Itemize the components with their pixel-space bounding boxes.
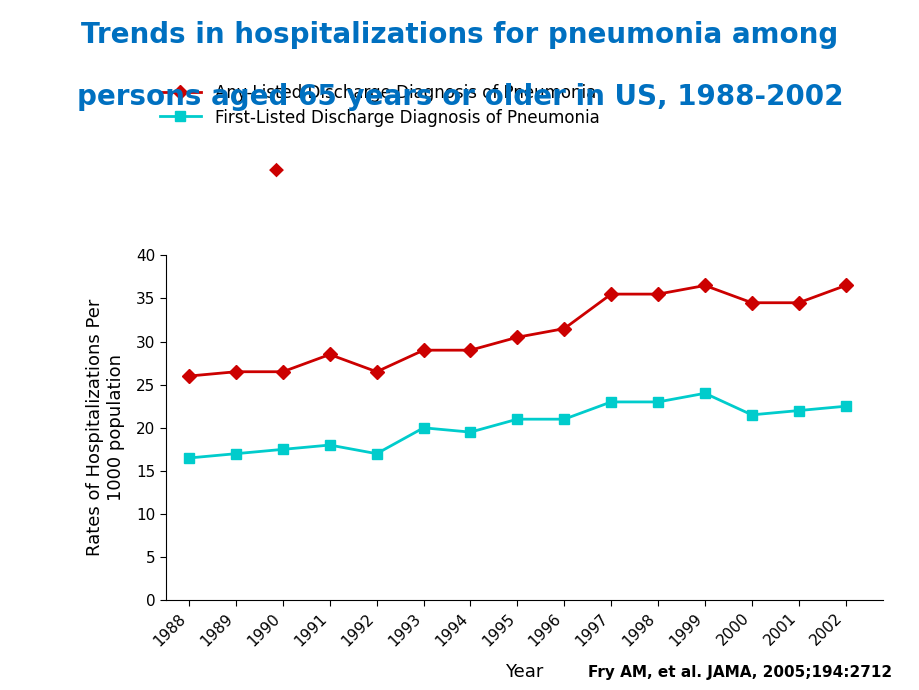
- Any-Listed Discharge Diagnosis of Pneumonia: [698, 282, 709, 290]
- Any-Listed Discharge Diagnosis of Pneumonia: [745, 299, 756, 307]
- Any-Listed Discharge Diagnosis of Pneumonia: [370, 368, 381, 376]
- First-Listed Discharge Diagnosis of Pneumonia: [792, 406, 803, 415]
- Any-Listed Discharge Diagnosis of Pneumonia: [839, 282, 850, 290]
- Text: Fry AM, et al. JAMA, 2005;194:2712: Fry AM, et al. JAMA, 2005;194:2712: [587, 664, 891, 680]
- Line: First-Listed Discharge Diagnosis of Pneumonia: First-Listed Discharge Diagnosis of Pneu…: [184, 388, 849, 463]
- First-Listed Discharge Diagnosis of Pneumonia: [511, 415, 522, 423]
- First-Listed Discharge Diagnosis of Pneumonia: [558, 415, 569, 423]
- First-Listed Discharge Diagnosis of Pneumonia: [323, 441, 335, 449]
- Y-axis label: Rates of Hospitalizations Per
1000 population: Rates of Hospitalizations Per 1000 popul…: [85, 299, 125, 557]
- X-axis label: Year: Year: [505, 662, 543, 681]
- First-Listed Discharge Diagnosis of Pneumonia: [277, 445, 288, 453]
- First-Listed Discharge Diagnosis of Pneumonia: [183, 454, 194, 462]
- Legend: Any-Listed Discharge Diagnosis of Pneumonia, First-Listed Discharge Diagnosis of: Any-Listed Discharge Diagnosis of Pneumo…: [159, 84, 598, 127]
- Any-Listed Discharge Diagnosis of Pneumonia: [511, 333, 522, 342]
- Any-Listed Discharge Diagnosis of Pneumonia: [605, 290, 616, 298]
- First-Listed Discharge Diagnosis of Pneumonia: [605, 397, 616, 406]
- Any-Listed Discharge Diagnosis of Pneumonia: [323, 351, 335, 359]
- Text: ◆: ◆: [268, 159, 283, 179]
- First-Listed Discharge Diagnosis of Pneumonia: [698, 389, 709, 397]
- Any-Listed Discharge Diagnosis of Pneumonia: [417, 346, 428, 355]
- Any-Listed Discharge Diagnosis of Pneumonia: [277, 368, 288, 376]
- Any-Listed Discharge Diagnosis of Pneumonia: [230, 368, 241, 376]
- First-Listed Discharge Diagnosis of Pneumonia: [370, 450, 381, 458]
- First-Listed Discharge Diagnosis of Pneumonia: [417, 424, 428, 432]
- Any-Listed Discharge Diagnosis of Pneumonia: [792, 299, 803, 307]
- Any-Listed Discharge Diagnosis of Pneumonia: [652, 290, 663, 298]
- First-Listed Discharge Diagnosis of Pneumonia: [839, 402, 850, 411]
- First-Listed Discharge Diagnosis of Pneumonia: [652, 397, 663, 406]
- Any-Listed Discharge Diagnosis of Pneumonia: [183, 372, 194, 380]
- Any-Listed Discharge Diagnosis of Pneumonia: [558, 324, 569, 333]
- Line: Any-Listed Discharge Diagnosis of Pneumonia: Any-Listed Discharge Diagnosis of Pneumo…: [184, 281, 849, 381]
- First-Listed Discharge Diagnosis of Pneumonia: [745, 411, 756, 419]
- Any-Listed Discharge Diagnosis of Pneumonia: [464, 346, 475, 355]
- Text: persons aged 65 years or older in US, 1988-2002: persons aged 65 years or older in US, 19…: [76, 83, 843, 111]
- First-Listed Discharge Diagnosis of Pneumonia: [230, 450, 241, 458]
- Text: Trends in hospitalizations for pneumonia among: Trends in hospitalizations for pneumonia…: [81, 21, 838, 49]
- First-Listed Discharge Diagnosis of Pneumonia: [464, 428, 475, 436]
